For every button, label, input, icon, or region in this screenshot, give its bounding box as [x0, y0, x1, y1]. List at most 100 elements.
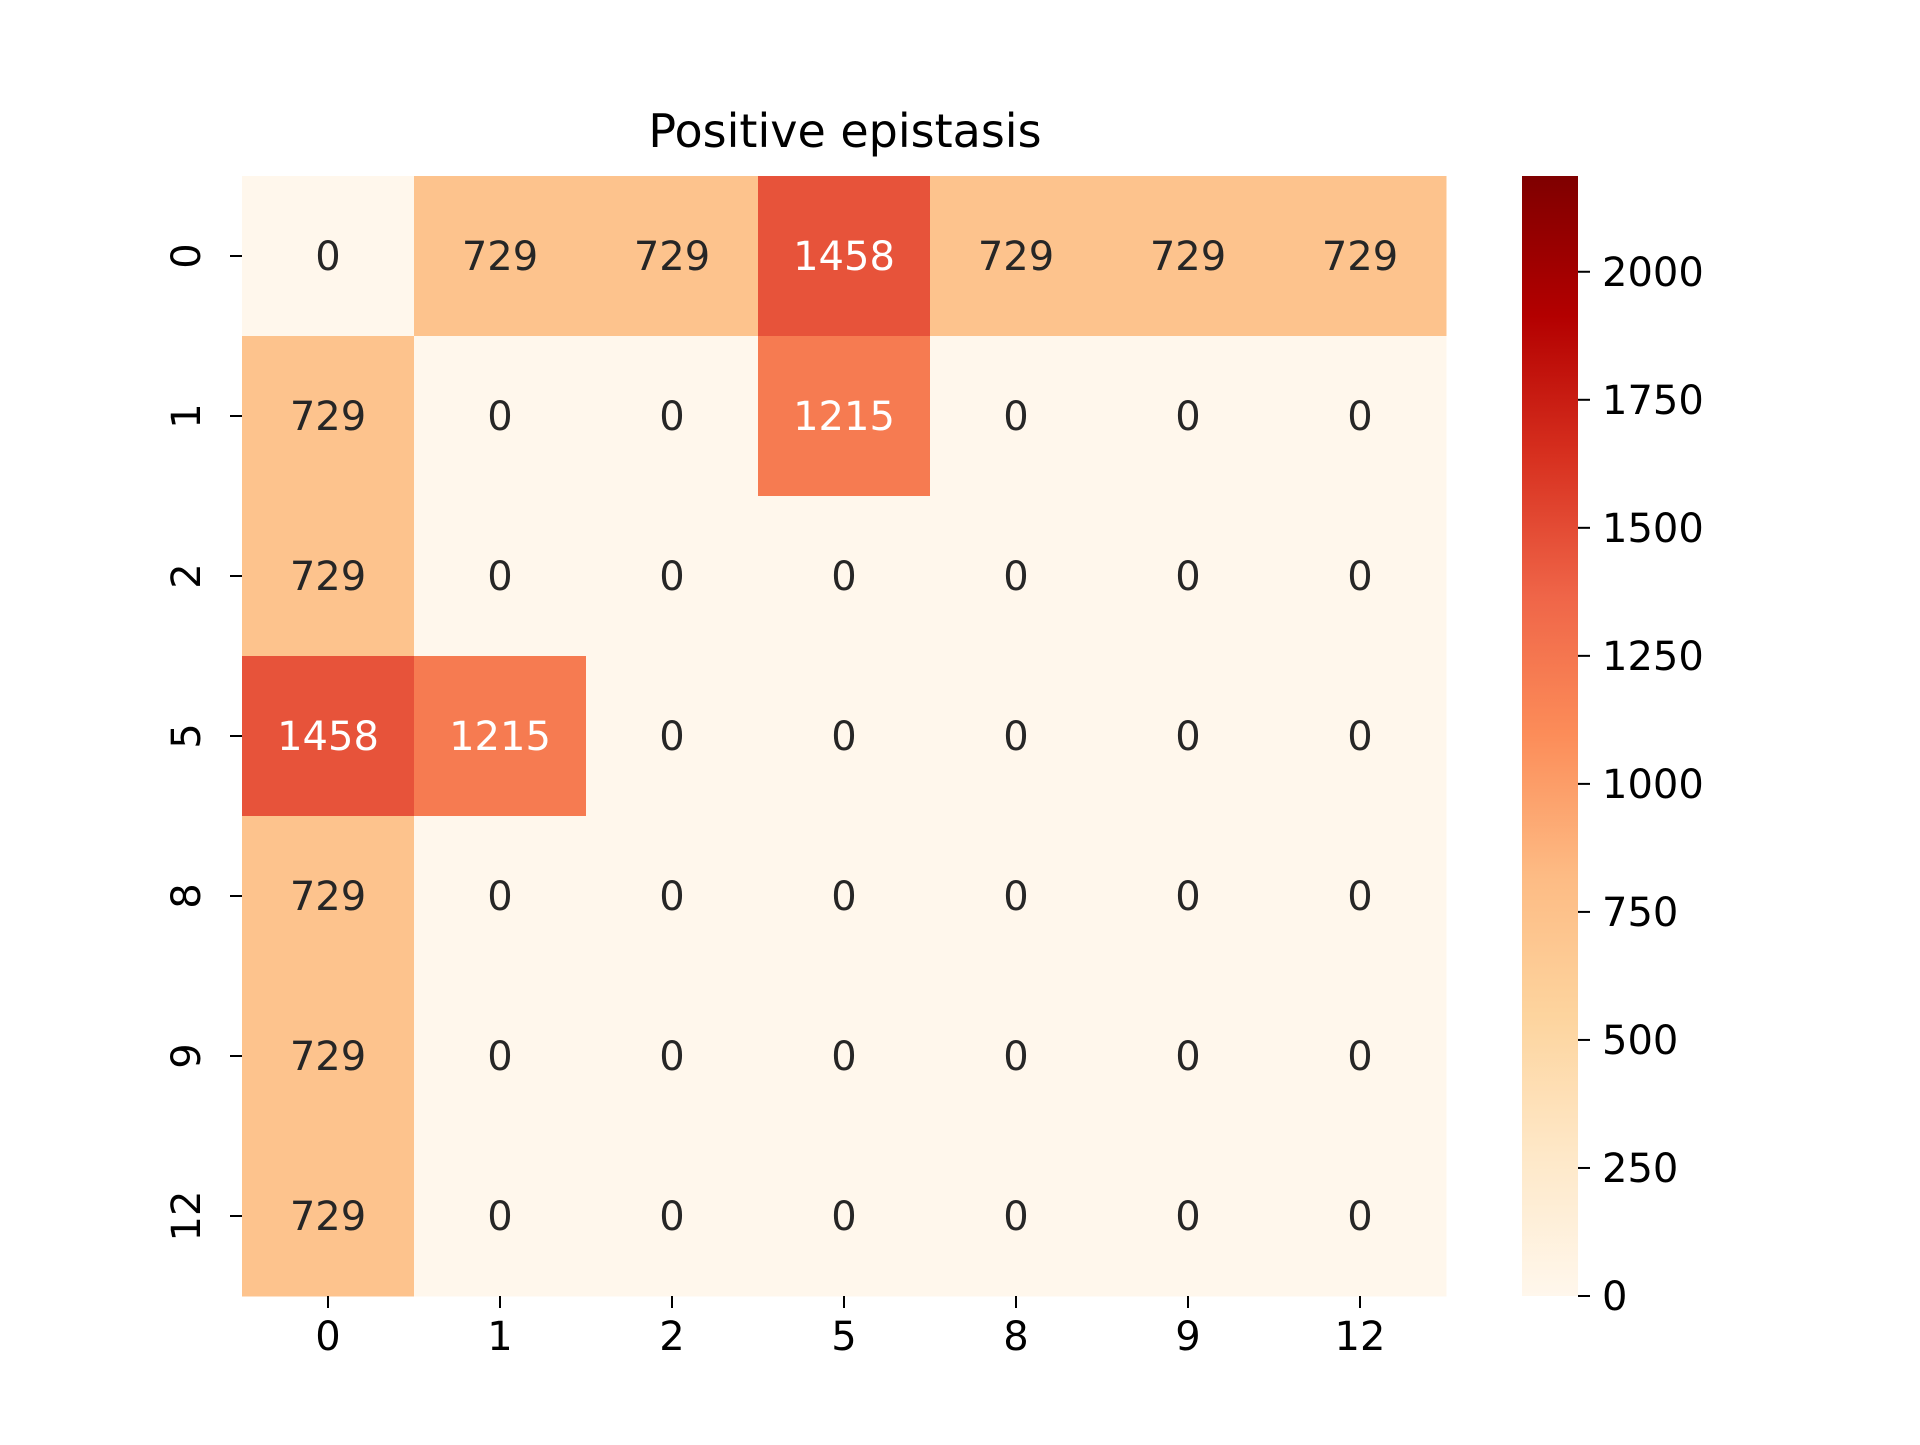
heatmap-cell [414, 176, 587, 337]
cell-value-label: 1215 [449, 714, 551, 760]
heatmap-cell [586, 176, 759, 337]
y-tick-label: 8 [164, 883, 210, 908]
heatmap-cell [414, 1136, 587, 1297]
cell-value-label: 0 [487, 1034, 512, 1080]
heatmap-cell [1102, 1136, 1275, 1297]
cell-value-label: 0 [659, 554, 684, 600]
cell-value-label: 729 [290, 394, 366, 440]
cell-value-label: 0 [1347, 714, 1372, 760]
cell-value-label: 0 [315, 234, 340, 280]
cell-value-label: 729 [290, 1194, 366, 1240]
colorbar-tick-label: 1000 [1602, 762, 1704, 808]
colorbar-tick-label: 1500 [1602, 506, 1704, 552]
cell-value-label: 729 [290, 554, 366, 600]
cell-value-label: 729 [634, 234, 710, 280]
colorbar-tick-label: 750 [1602, 890, 1678, 936]
cell-value-label: 0 [1175, 714, 1200, 760]
cell-value-label: 1215 [793, 394, 895, 440]
cell-value-label: 0 [659, 1034, 684, 1080]
cell-value-label: 0 [487, 1194, 512, 1240]
heatmap-cell [930, 336, 1103, 497]
heatmap-cell [586, 656, 759, 817]
cell-value-label: 0 [831, 1194, 856, 1240]
x-tick-label: 5 [831, 1314, 856, 1360]
heatmap-cell [1102, 976, 1275, 1137]
cell-value-label: 0 [1003, 554, 1028, 600]
cell-value-label: 0 [659, 714, 684, 760]
heatmap-cell [930, 176, 1103, 337]
heatmap-cell [414, 656, 587, 817]
heatmap-cell [242, 496, 415, 657]
heatmap-cell [1102, 336, 1275, 497]
heatmap-cell [242, 656, 415, 817]
colorbar-tick-label: 0 [1602, 1274, 1627, 1320]
cell-value-label: 0 [1175, 394, 1200, 440]
colorbar-gradient [1522, 176, 1578, 1296]
heatmap-cell [1102, 496, 1275, 657]
heatmap-cell [758, 496, 931, 657]
heatmap-cell [586, 336, 759, 497]
cell-value-label: 0 [659, 1194, 684, 1240]
heatmap-cell [242, 336, 415, 497]
chart-title: Positive epistasis [648, 104, 1041, 158]
colorbar-tick-label: 1250 [1602, 634, 1704, 680]
cell-value-label: 0 [1175, 1034, 1200, 1080]
cell-value-label: 0 [831, 714, 856, 760]
heatmap-cell [930, 976, 1103, 1137]
cell-value-label: 0 [831, 1034, 856, 1080]
colorbar-tick-label: 2000 [1602, 250, 1704, 296]
heatmap-cell [758, 656, 931, 817]
cell-value-label: 0 [1003, 1034, 1028, 1080]
heatmap-cell [758, 816, 931, 977]
heatmap-cell [758, 176, 931, 337]
heatmap-cell [1274, 1136, 1447, 1297]
heatmap-cell [1102, 176, 1275, 337]
heatmap-cell [1274, 656, 1447, 817]
heatmap-cell [242, 976, 415, 1137]
x-tick-label: 2 [659, 1314, 684, 1360]
heatmap-cell [1274, 496, 1447, 657]
y-tick-label: 0 [164, 243, 210, 268]
cell-value-label: 0 [1347, 394, 1372, 440]
heatmap-cell [586, 976, 759, 1137]
heatmap-cell [414, 976, 587, 1137]
heatmap-cell [930, 496, 1103, 657]
colorbar-tick-label: 1750 [1602, 378, 1704, 424]
cell-value-label: 0 [1347, 1034, 1372, 1080]
cell-value-label: 0 [831, 874, 856, 920]
cell-value-label: 729 [978, 234, 1054, 280]
colorbar-tick-label: 500 [1602, 1018, 1678, 1064]
cell-value-label: 729 [1322, 234, 1398, 280]
colorbar: 0 250 500 750 1000 1250 1500 1750 2000 [1522, 176, 1704, 1320]
y-tick-label: 1 [164, 403, 210, 428]
cell-value-label: 0 [1347, 1194, 1372, 1240]
y-tick-label: 12 [164, 1191, 210, 1242]
x-tick-label: 0 [315, 1314, 340, 1360]
cell-value-label: 0 [1175, 874, 1200, 920]
heatmap-cell [930, 816, 1103, 977]
heatmap-cell [586, 1136, 759, 1297]
heatmap-cell [586, 496, 759, 657]
cell-value-label: 1458 [793, 234, 895, 280]
y-tick-label: 9 [164, 1043, 210, 1068]
cell-value-label: 0 [487, 394, 512, 440]
heatmap-cell [242, 816, 415, 977]
x-axis: 0 1 2 5 8 9 12 [315, 1296, 1385, 1360]
colorbar-tick-label: 250 [1602, 1146, 1678, 1192]
heatmap-cell [1274, 336, 1447, 497]
heatmap-cell [930, 656, 1103, 817]
heatmap-cell [758, 1136, 931, 1297]
cell-value-label: 0 [1003, 874, 1028, 920]
cell-value-label: 0 [487, 874, 512, 920]
cell-value-label: 0 [1347, 874, 1372, 920]
heatmap-cell [414, 816, 587, 977]
cell-value-label: 729 [1150, 234, 1226, 280]
cell-value-label: 0 [831, 554, 856, 600]
heatmap-cell [1274, 816, 1447, 977]
cell-value-label: 0 [1003, 714, 1028, 760]
heatmap-cell [242, 176, 415, 337]
heatmap-cell [414, 496, 587, 657]
y-tick-label: 2 [164, 563, 210, 588]
cell-value-label: 1458 [277, 714, 379, 760]
